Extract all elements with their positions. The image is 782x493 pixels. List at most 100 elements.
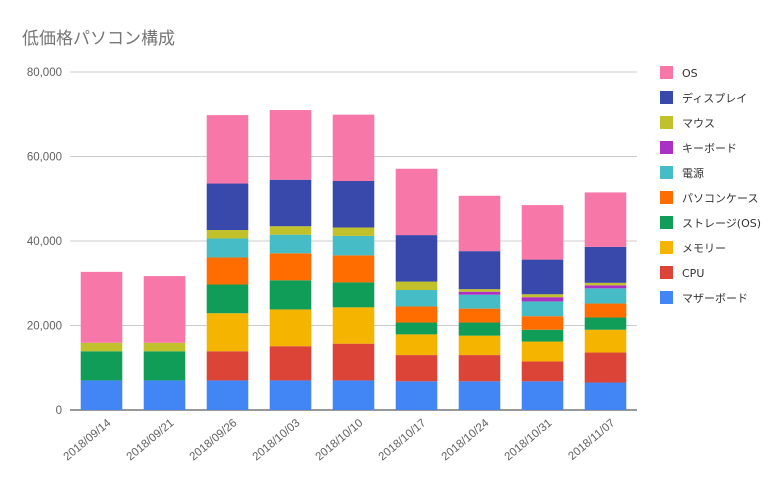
bar-segment [269,309,312,347]
bar-segment [269,380,312,410]
bars [80,110,627,410]
bar-segment [332,114,375,182]
bar-segment [395,355,438,382]
legend-swatch [660,66,673,79]
y-tick-label: 60,000 [27,152,62,164]
bar-segment [143,351,186,381]
bar-segment [269,234,312,254]
x-tick-label: 2018/09/14 [62,417,114,464]
bar-segment [269,280,312,310]
legend-label: CPU [682,267,704,280]
bar-segment [521,381,564,410]
bar-segment [521,361,564,382]
legend-swatch [660,241,673,254]
bar-segment [521,205,564,260]
legend-label: メモリー [682,242,726,255]
bar-segment [521,294,564,298]
legend-swatch [660,191,673,204]
bar-segment [206,238,249,258]
bar-segment [206,257,249,285]
bar-segment [521,297,564,302]
legend-swatch [660,266,673,279]
bar-segment [395,334,438,356]
bar-segment [332,255,375,283]
bar-segment [584,288,627,304]
bar-segment [206,230,249,239]
bar-segment [206,380,249,410]
bar-segment [521,316,564,330]
y-tick-label: 20,000 [27,321,62,333]
bar-segment [584,352,627,383]
bar-segment [143,276,186,343]
bar-segment [458,355,501,382]
bar-segment [458,294,501,309]
legend-swatch [660,291,673,304]
bar-segment [521,301,564,317]
bar-segment [395,281,438,291]
legend-label: マウス [682,117,715,130]
bar-segment [458,308,501,323]
y-axis-ticks: 0 20,000 40,000 60,000 80,000 [27,67,62,417]
bar-segment [80,271,123,343]
bar-segment [584,192,627,247]
x-tick-label: 2018/10/31 [503,417,555,463]
bar-segment [395,168,438,236]
bar-segment [584,282,627,286]
bar-segment [584,317,627,330]
legend-label: パソコンケース [682,192,758,205]
bar-segment [332,307,375,344]
legend-swatch [660,116,673,129]
legend-label: 電源 [682,166,704,180]
bar-segment [395,322,438,335]
bar-segment [521,341,564,362]
x-tick-label: 2018/09/26 [188,417,240,463]
bar-segment [332,282,375,308]
y-tick-label: 80,000 [27,67,62,79]
bar-segment [521,329,564,342]
bar-segment [332,181,375,228]
bar-segment [458,335,501,356]
bar-segment [584,329,627,353]
bar-segment [206,115,249,184]
bar-segment [521,259,564,295]
x-tick-label: 2018/10/10 [314,417,366,463]
bar-segment [143,342,186,352]
x-tick-label: 2018/10/03 [251,417,303,463]
legend-label: ストレージ(OS) [682,217,761,230]
bar-segment [458,195,501,252]
bar-segment [80,342,123,352]
legend-swatch [660,141,673,154]
bar-segment [458,322,501,336]
bar-segment [395,381,438,410]
legend-swatch [660,166,673,179]
legend-label: キーボード [682,142,737,155]
bar-segment [206,284,249,314]
legend-swatch [660,216,673,229]
bar-segment [269,179,312,227]
bar-segment [80,380,123,410]
x-axis-ticks: 2018/09/14 2018/09/21 2018/09/26 2018/10/03… [62,417,618,464]
bar-segment [332,227,375,236]
bar-segment [458,251,501,290]
chart-title: 低価格パソコン構成 [22,29,175,49]
y-tick-label: 40,000 [27,236,62,248]
bar-segment [584,285,627,289]
bar-segment [80,351,123,381]
bar-segment [458,289,501,292]
bar-segment [458,381,501,410]
bar-segment [332,235,375,256]
bar-segment [143,380,186,410]
bar-segment [584,303,627,318]
bar-segment [206,183,249,231]
bar-segment [269,110,312,180]
bar-segment [458,291,501,295]
legend-label: マザーボード [682,292,748,305]
bar-segment [206,313,249,352]
legend-swatch [660,91,673,104]
bar-segment [332,380,375,410]
bar-segment [269,226,312,235]
bar-segment [332,343,375,381]
x-tick-label: 2018/10/24 [440,417,492,464]
